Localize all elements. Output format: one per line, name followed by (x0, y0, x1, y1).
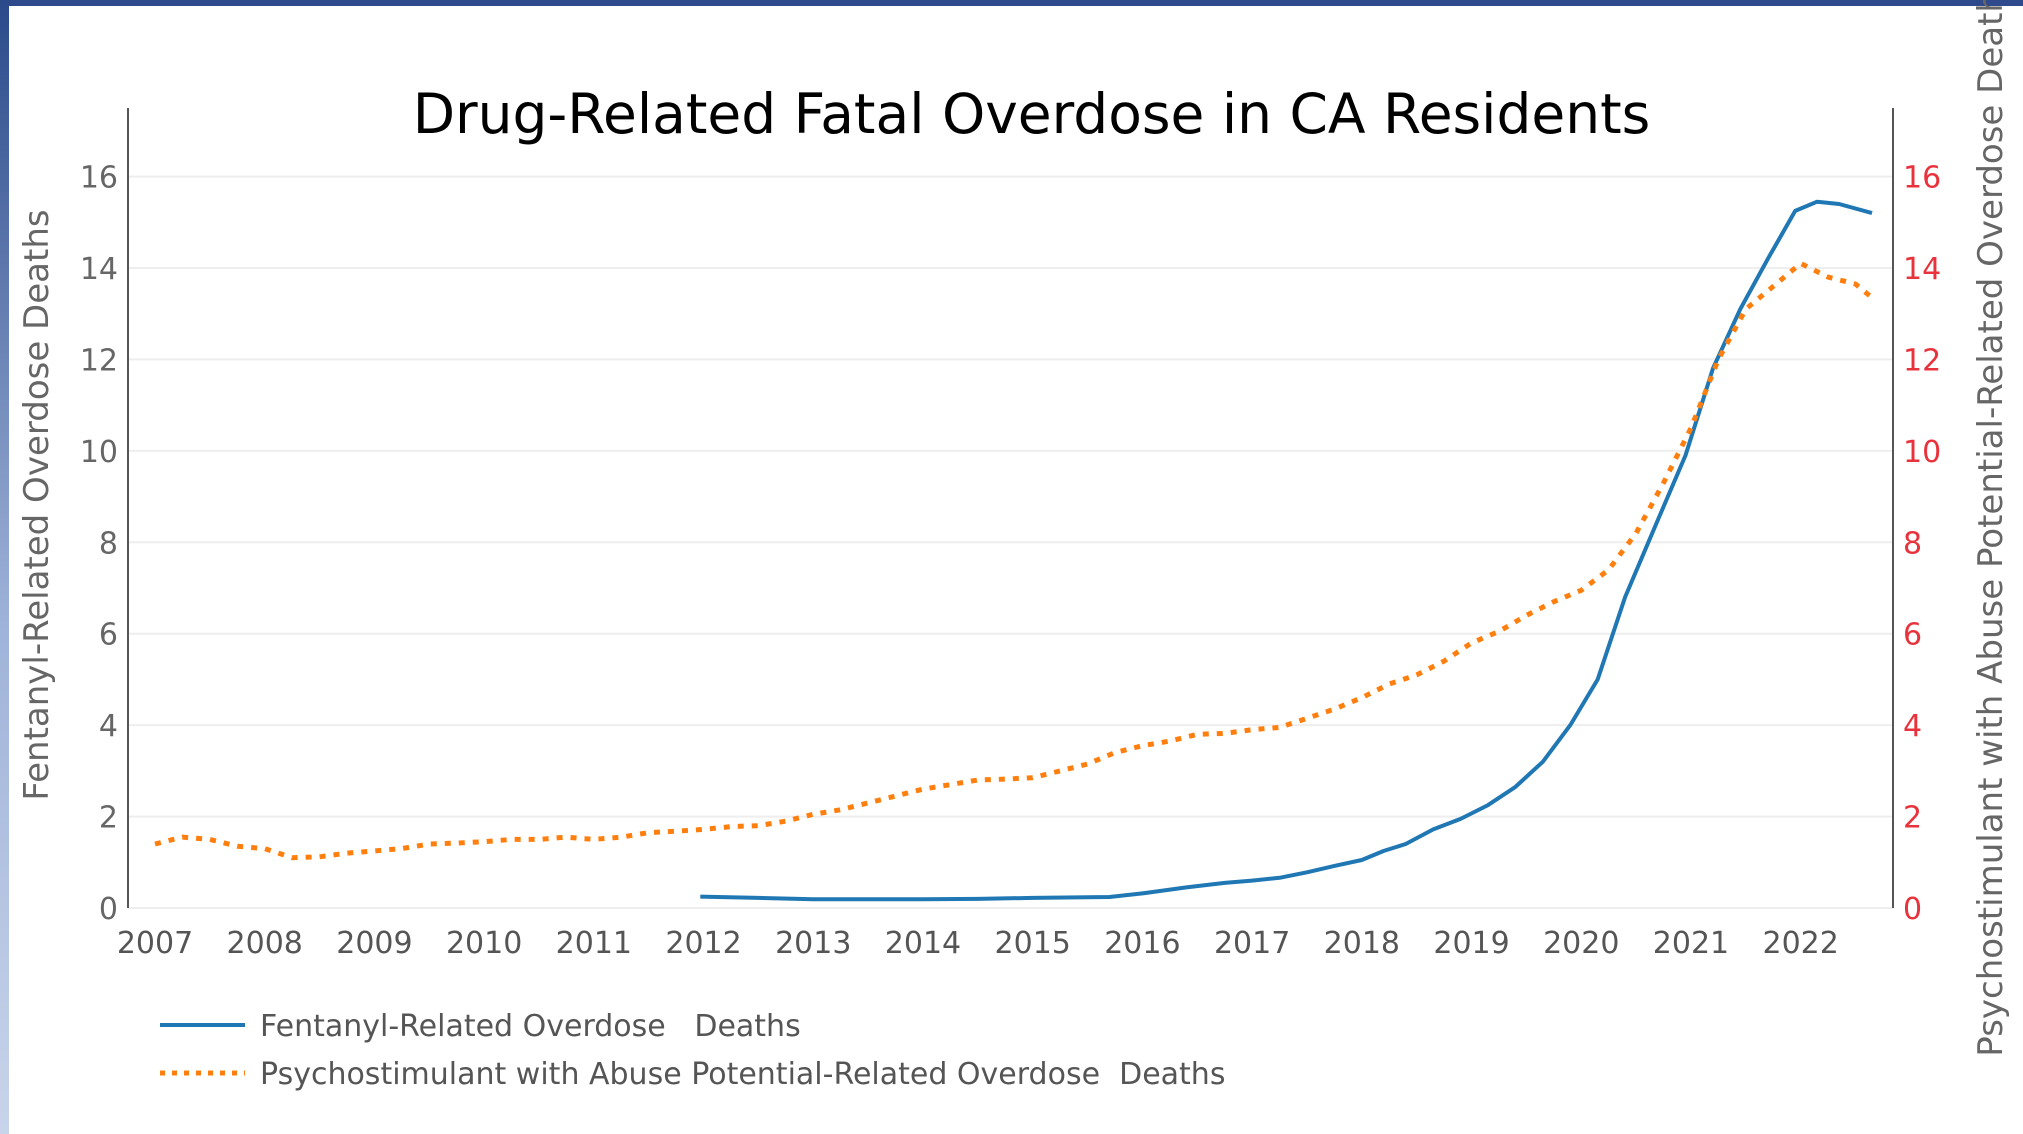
left-y-tick-label: 16 (80, 161, 118, 196)
x-tick-label: 2010 (446, 926, 522, 961)
right-y-axis-title: Psychostimulant with Abuse Potential-Rel… (1971, 0, 2011, 1057)
series-lines (154, 199, 1874, 902)
left-y-tick-label: 14 (80, 252, 118, 287)
left-y-tick-label: 10 (80, 435, 118, 470)
left-y-tick-label: 12 (80, 343, 118, 378)
x-tick-label: 2011 (556, 926, 632, 961)
right-y-tick-label: 12 (1903, 343, 1941, 378)
x-tick-label: 2012 (665, 926, 741, 961)
right-y-tick-label: 8 (1903, 526, 1922, 561)
left-y-tick-label: 8 (99, 526, 118, 561)
x-tick-label: 2014 (885, 926, 961, 961)
left-y-axis-title: Fentanyl-Related Overdose Deaths (17, 209, 57, 800)
legend: Fentanyl-Related Overdose Deaths Psychos… (160, 1009, 1225, 1092)
x-tick-label: 2022 (1763, 926, 1839, 961)
left-y-tick-label: 0 (99, 892, 118, 927)
left-y-tick-label: 6 (99, 618, 118, 653)
legend-item-fentanyl[interactable]: Fentanyl-Related Overdose Deaths (160, 1009, 801, 1044)
right-y-tick-label: 10 (1903, 435, 1941, 470)
x-tick-label: 2015 (995, 926, 1071, 961)
x-tick-label: 2019 (1433, 926, 1509, 961)
right-y-tick-label: 4 (1903, 709, 1922, 744)
x-tick-label: 2007 (117, 926, 193, 961)
x-tick-label: 2020 (1543, 926, 1619, 961)
x-tick-label: 2017 (1214, 926, 1290, 961)
right-y-tick-label: 0 (1903, 892, 1922, 927)
left-y-tick-label: 4 (99, 709, 118, 744)
right-y-ticks: 0 2 4 6 8 10 12 14 16 (1903, 161, 1941, 927)
series-line-fentanyl (700, 199, 1873, 902)
legend-label-fentanyl: Fentanyl-Related Overdose Deaths (260, 1009, 801, 1044)
right-y-tick-label: 14 (1903, 252, 1941, 287)
legend-item-psychostimulant[interactable]: Psychostimulant with Abuse Potential-Rel… (160, 1057, 1225, 1092)
x-ticks: 2007 2008 2009 2010 2011 2012 2013 2014 2015 2016… (117, 926, 1839, 961)
chart-title: Drug-Related Fatal Overdose in CA Reside… (412, 82, 1651, 146)
series-line-psychostimulant (154, 260, 1874, 861)
x-tick-label: 2018 (1324, 926, 1400, 961)
right-y-tick-label: 2 (1903, 801, 1922, 836)
x-tick-label: 2009 (336, 926, 412, 961)
left-y-ticks: 0 2 4 6 8 10 12 14 16 (80, 161, 118, 927)
x-tick-label: 2021 (1653, 926, 1729, 961)
x-tick-label: 2016 (1104, 926, 1180, 961)
x-tick-label: 2013 (775, 926, 851, 961)
gridlines (128, 175, 1893, 909)
right-y-tick-label: 6 (1903, 618, 1922, 653)
left-y-tick-label: 2 (99, 801, 118, 836)
x-tick-label: 2008 (227, 926, 303, 961)
legend-label-psychostimulant: Psychostimulant with Abuse Potential-Rel… (260, 1057, 1225, 1092)
slide-left-edge (0, 0, 9, 1134)
right-y-tick-label: 16 (1903, 161, 1941, 196)
